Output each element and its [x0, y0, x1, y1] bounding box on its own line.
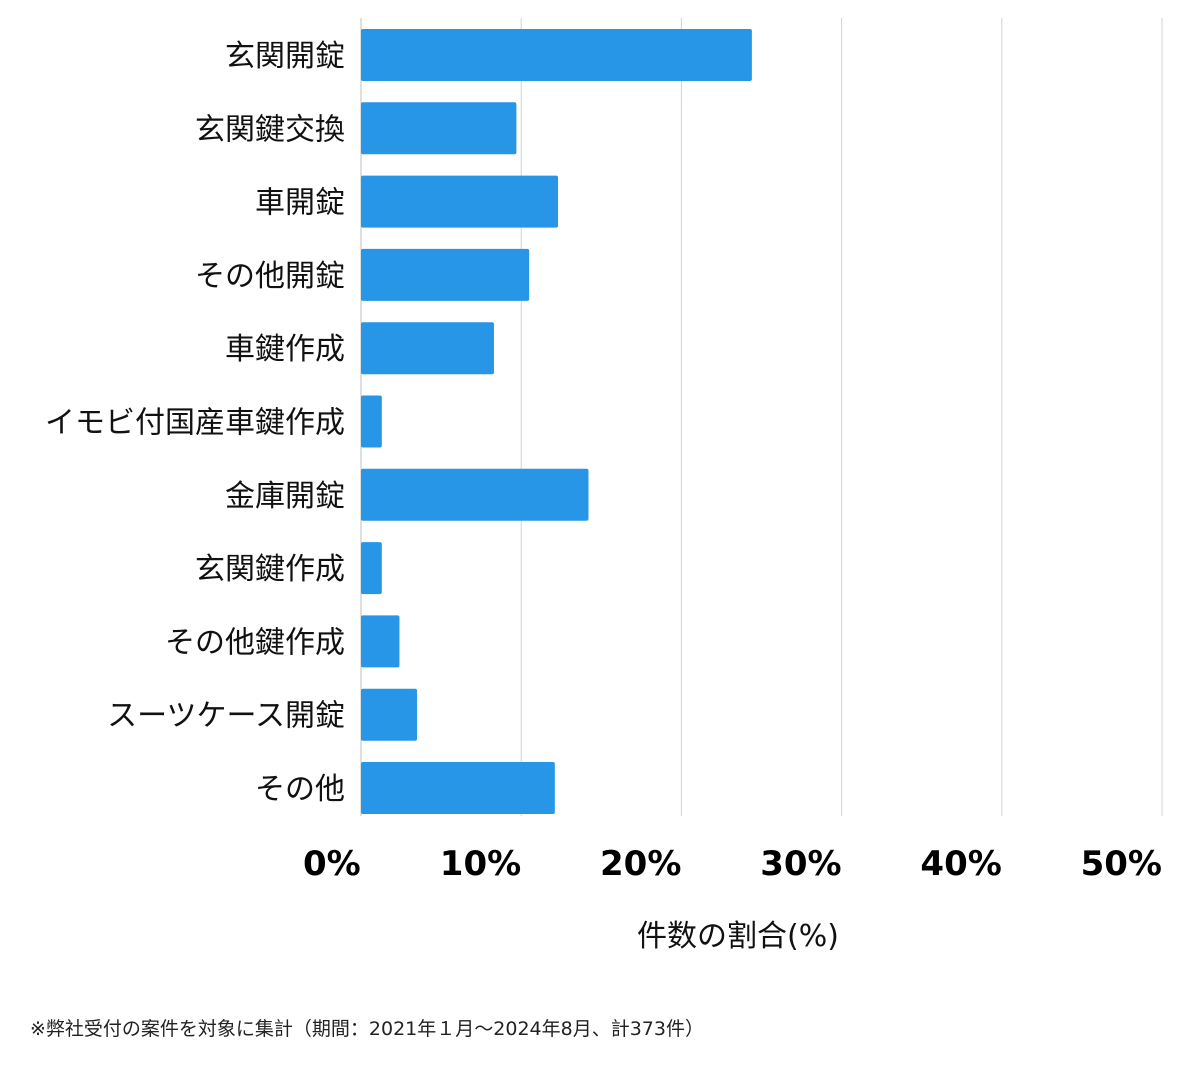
x-axis-title: 件数の割合(%) — [637, 919, 839, 954]
category-label: 玄関鍵作成 — [195, 552, 345, 587]
category-label: イモビ付国産車鍵作成 — [45, 406, 345, 441]
category-label: 玄関開錠 — [225, 39, 345, 74]
category-label: その他鍵作成 — [165, 625, 345, 660]
category-label: 車鍵作成 — [225, 332, 345, 367]
x-tick-label: 40% — [920, 844, 1001, 884]
bar-chart: 0% 10% 20% 30% 40% 50% 玄関開錠玄関鍵交換車開錠その他開錠車鍵作成イモ… — [45, 18, 1163, 954]
bar — [361, 102, 517, 155]
category-label: その他 — [255, 772, 345, 807]
bar — [361, 468, 589, 521]
category-label: 車開錠 — [255, 186, 345, 221]
x-tick-label: 0% — [303, 844, 361, 884]
bar — [361, 322, 494, 375]
bar — [361, 395, 382, 448]
bar — [361, 175, 559, 228]
category-label: 玄関鍵交換 — [195, 112, 345, 147]
bar — [361, 29, 752, 81]
x-tick-label: 10% — [440, 844, 521, 884]
category-label: 金庫開錠 — [225, 479, 345, 514]
bar — [361, 762, 555, 814]
x-tick-label: 20% — [600, 844, 681, 884]
footnote: ※弊社受付の案件を対象に集計（期間：2021年１月〜2024年8月、計373件） — [30, 1018, 704, 1040]
bar — [361, 248, 530, 301]
bar — [361, 688, 418, 741]
bar — [361, 542, 382, 595]
category-label: その他開錠 — [195, 259, 345, 294]
x-tick-label: 30% — [760, 844, 841, 884]
bar — [361, 615, 400, 668]
category-label: スーツケース開錠 — [107, 699, 345, 734]
x-tick-label: 50% — [1081, 844, 1162, 884]
